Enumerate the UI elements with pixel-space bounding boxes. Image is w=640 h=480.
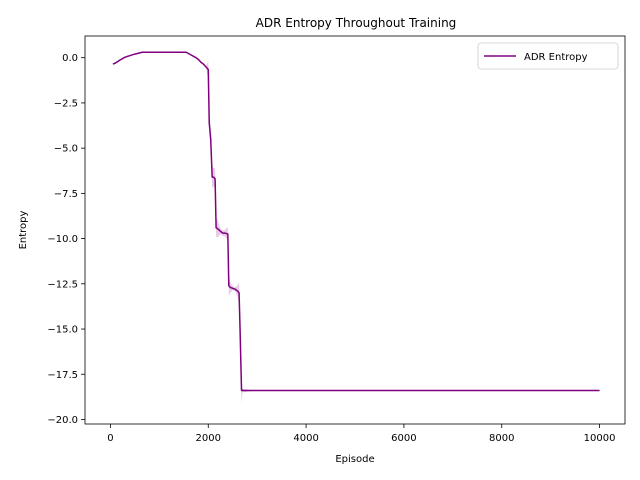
legend-box bbox=[477, 42, 619, 70]
legend-label: ADR Entropy bbox=[524, 52, 588, 63]
axes-frame bbox=[84, 35, 626, 425]
x-axis-label: Episode bbox=[335, 454, 374, 465]
y-tick-label: −5.0 bbox=[54, 144, 78, 155]
x-tick-label: 2000 bbox=[196, 433, 221, 444]
y-axis-label: Entropy bbox=[18, 210, 29, 249]
x-tick-label: 10000 bbox=[584, 433, 616, 444]
y-tick-label: 0.0 bbox=[62, 53, 78, 64]
series-line-adr-entropy bbox=[112, 51, 600, 392]
x-tick-label: 6000 bbox=[391, 433, 416, 444]
x-tick-label: 0 bbox=[107, 433, 113, 444]
y-tick-label: −12.5 bbox=[47, 279, 78, 290]
y-tick-label: −10.0 bbox=[47, 234, 78, 245]
x-tick-label: 8000 bbox=[489, 433, 514, 444]
y-tick-label: −2.5 bbox=[54, 98, 78, 109]
chart-title: ADR Entropy Throughout Training bbox=[256, 16, 457, 30]
confidence-band bbox=[112, 52, 600, 404]
legend: ADR Entropy bbox=[477, 42, 619, 70]
x-tick-label: 4000 bbox=[293, 433, 318, 444]
y-axis: 0.0 −2.5 −5.0 −7.5 −10.0 −12.5 −15.0 −17.5 −20.0 bbox=[47, 53, 85, 426]
y-tick-label: −7.5 bbox=[54, 189, 78, 200]
plot-area bbox=[112, 51, 600, 404]
y-tick-label: −20.0 bbox=[47, 415, 78, 426]
y-tick-label: −17.5 bbox=[47, 370, 78, 381]
y-tick-label: −15.0 bbox=[47, 325, 78, 336]
x-axis: 0 2000 4000 6000 8000 10000 bbox=[107, 424, 615, 444]
